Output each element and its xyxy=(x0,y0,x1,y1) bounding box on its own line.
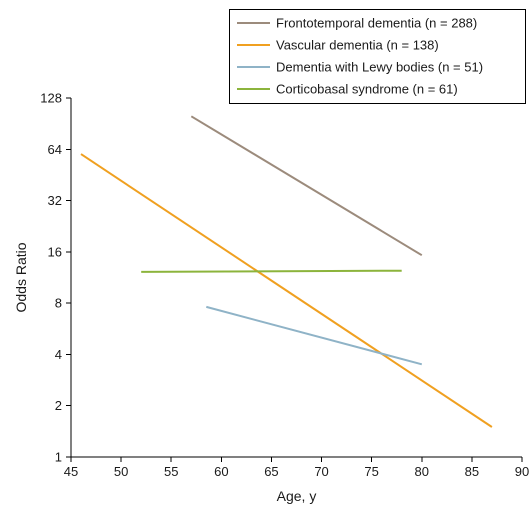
y-tick-label-8: 8 xyxy=(55,296,62,311)
y-tick-label-32: 32 xyxy=(48,193,62,208)
series-line-4 xyxy=(141,269,402,273)
y-tick-label-4: 4 xyxy=(55,347,62,362)
series-line-3 xyxy=(206,305,423,366)
y-tick-label-64: 64 xyxy=(48,142,62,157)
x-tick-label-85: 85 xyxy=(465,464,479,479)
series-line-1 xyxy=(190,115,423,257)
x-axis-ticks: 45 50 55 60 65 70 75 80 85 90 xyxy=(64,457,529,479)
x-tick-label-65: 65 xyxy=(264,464,278,479)
x-tick-label-80: 80 xyxy=(415,464,429,479)
legend-label-1: Frontotemporal dementia (n = 288) xyxy=(276,16,477,31)
series-line-2 xyxy=(80,153,493,428)
x-tick-label-60: 60 xyxy=(214,464,228,479)
y-axis-ticks: 1 2 4 8 16 32 64 128 xyxy=(40,91,71,465)
legend-label-3: Dementia with Lewy bodies (n = 51) xyxy=(276,60,483,75)
x-tick-label-70: 70 xyxy=(314,464,328,479)
legend: Frontotemporal dementia (n = 288) Vascula… xyxy=(229,9,526,104)
x-axis-label: Age, y xyxy=(277,488,317,504)
series-lines xyxy=(80,115,493,428)
x-tick-label-45: 45 xyxy=(64,464,78,479)
y-tick-label-128: 128 xyxy=(40,91,62,106)
x-tick-label-90: 90 xyxy=(515,464,529,479)
y-tick-label-2: 2 xyxy=(55,398,62,413)
y-axis-label: Odds Ratio xyxy=(13,242,29,312)
x-tick-label-50: 50 xyxy=(114,464,128,479)
x-tick-label-75: 75 xyxy=(364,464,378,479)
y-tick-label-1: 1 xyxy=(55,450,62,465)
legend-label-4: Corticobasal syndrome (n = 61) xyxy=(276,82,458,97)
legend-box xyxy=(229,9,526,104)
legend-label-2: Vascular dementia (n = 138) xyxy=(276,38,439,53)
x-tick-label-55: 55 xyxy=(164,464,178,479)
legend-items: Frontotemporal dementia (n = 288) Vascula… xyxy=(237,16,483,97)
y-tick-label-16: 16 xyxy=(48,244,62,259)
